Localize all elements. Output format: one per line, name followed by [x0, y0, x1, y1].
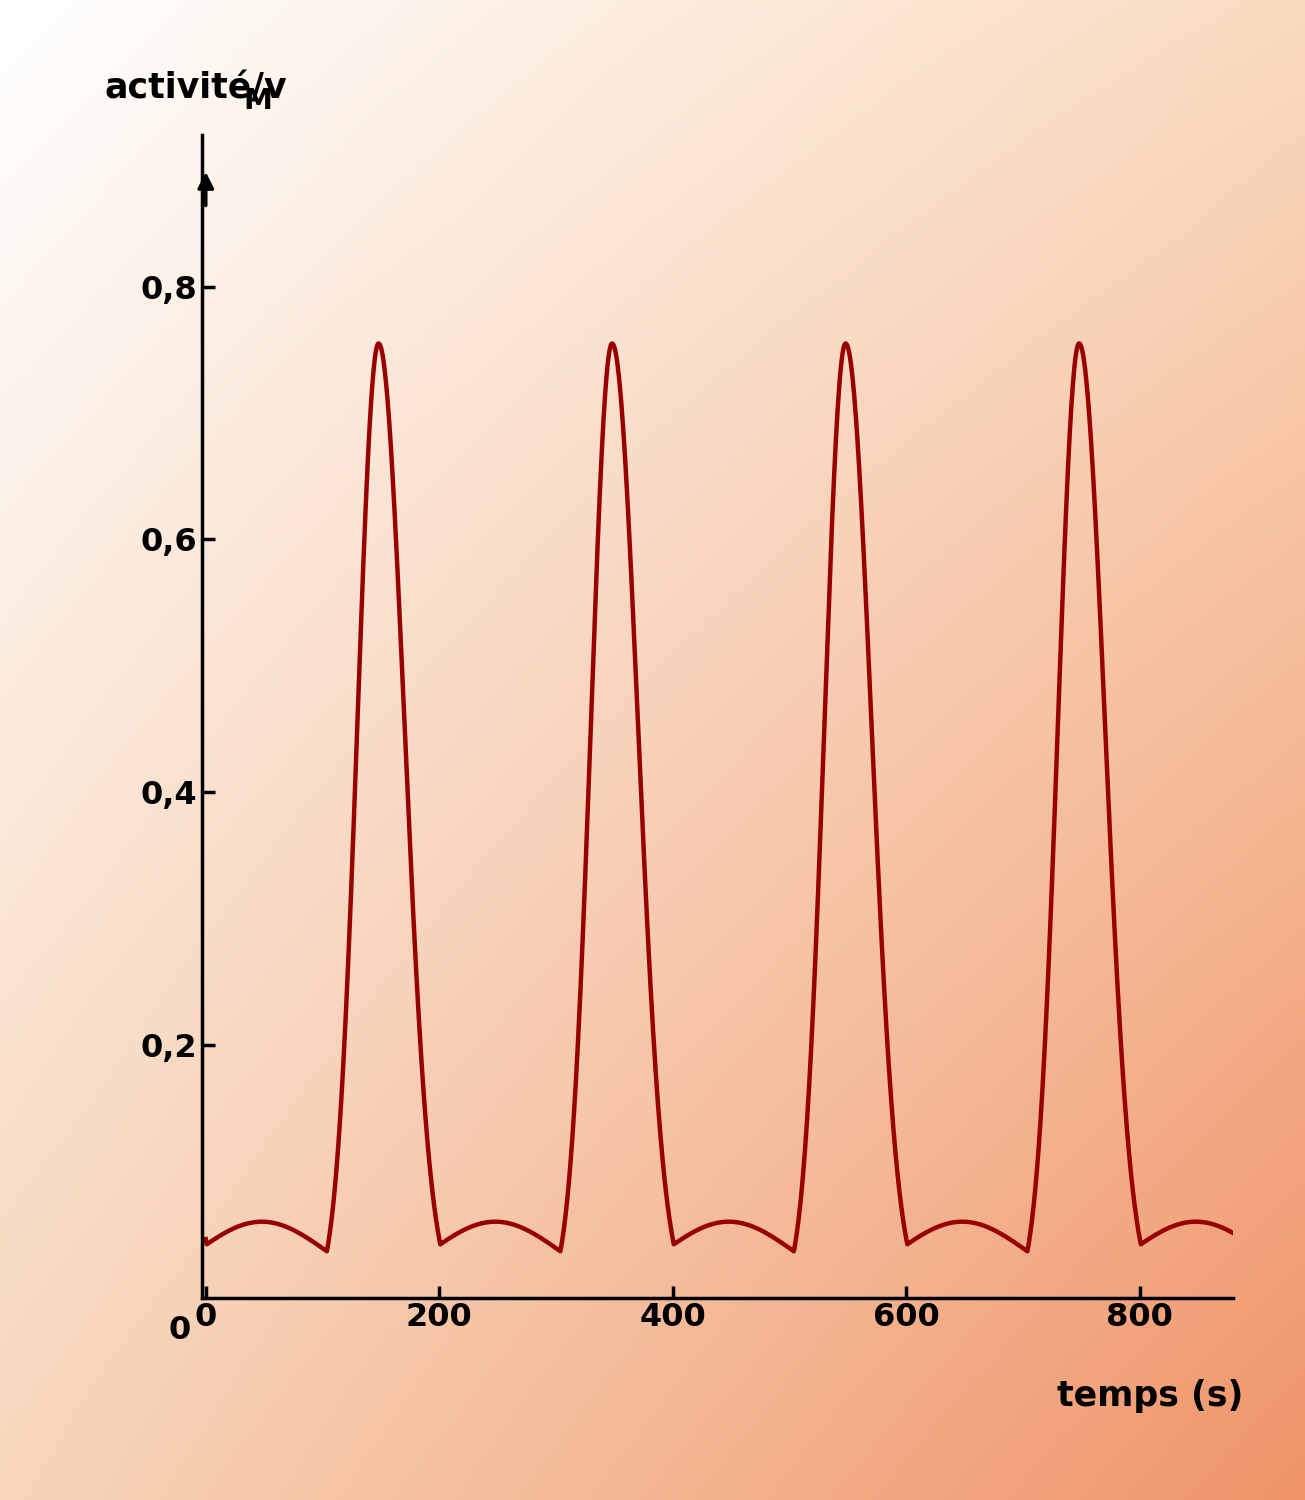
- Text: M: M: [244, 87, 273, 116]
- Text: 0: 0: [168, 1316, 192, 1346]
- Text: activité/v: activité/v: [104, 72, 287, 106]
- Text: temps (s): temps (s): [1057, 1378, 1244, 1413]
